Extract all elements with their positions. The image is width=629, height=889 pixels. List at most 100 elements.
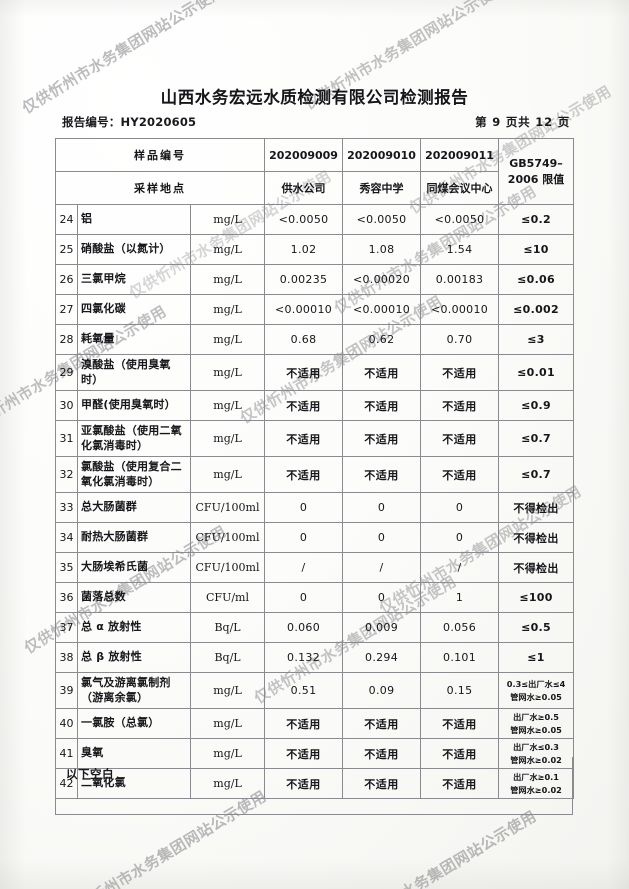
table-row: 29 溴酸盐（使用臭氧时） mg/L 不适用 不适用 不适用 ≤0.01 bbox=[55, 354, 575, 391]
limit-value: ≤0.06 bbox=[498, 264, 575, 295]
limit-value: ≤0.01 bbox=[498, 354, 575, 391]
table-row: 24 铝 mg/L <0.0050 <0.0050 <0.0050 ≤0.2 bbox=[55, 204, 575, 235]
row-index: 31 bbox=[55, 420, 78, 457]
parameter-unit: mg/L bbox=[189, 204, 266, 235]
parameter-unit: CFU/100ml bbox=[189, 552, 266, 583]
value-sample-1: 不适用 bbox=[264, 390, 344, 421]
limit-value: ≤0.2 bbox=[498, 204, 575, 235]
value-sample-2: 1.08 bbox=[342, 234, 422, 265]
parameter-unit: mg/L bbox=[189, 420, 266, 457]
value-sample-2: 不适用 bbox=[342, 456, 422, 493]
value-sample-2: 0.62 bbox=[342, 324, 422, 355]
value-sample-2: 0.294 bbox=[342, 642, 422, 673]
limit-value: 出厂水≤0.3 管网水≥0.02 bbox=[498, 738, 575, 769]
value-sample-3: 0.70 bbox=[420, 324, 500, 355]
value-sample-1: 1.02 bbox=[264, 234, 344, 265]
parameter-unit: mg/L bbox=[189, 354, 266, 391]
limit-value: ≤0.9 bbox=[498, 390, 575, 421]
table-row: 25 硝酸盐（以氮计） mg/L 1.02 1.08 1.54 ≤10 bbox=[55, 234, 575, 265]
row-index: 30 bbox=[55, 390, 78, 421]
report-number: 报告编号：HY2020605 bbox=[62, 115, 197, 129]
value-sample-3: 不适用 bbox=[420, 768, 500, 799]
value-sample-1: 0.00235 bbox=[264, 264, 344, 295]
row-index: 38 bbox=[55, 642, 78, 673]
table-row: 26 三氯甲烷 mg/L 0.00235 <0.00020 0.00183 ≤0.06 bbox=[55, 264, 575, 295]
parameter-unit: mg/L bbox=[189, 234, 266, 265]
limit-standard-header: GB5749– 2006 限值 bbox=[498, 138, 575, 205]
row-index: 28 bbox=[55, 324, 78, 355]
value-sample-2: <0.00010 bbox=[342, 294, 422, 325]
sampling-site-3: 同煤会议中心 bbox=[420, 171, 500, 205]
value-sample-3: 1.54 bbox=[420, 234, 500, 265]
parameter-name: 氯气及游离氯制剂（游离余氯） bbox=[77, 672, 191, 709]
table-row: 33 总大肠菌群 CFU/100ml 0 0 0 不得检出 bbox=[55, 492, 575, 523]
water-quality-table: 样品编号 202009009 202009010 202009011 GB5749– 20… bbox=[54, 138, 575, 799]
value-sample-1: <0.0050 bbox=[264, 204, 344, 235]
value-sample-2: 不适用 bbox=[342, 708, 422, 739]
parameter-name: 三氯甲烷 bbox=[77, 264, 191, 295]
value-sample-2: 0 bbox=[342, 492, 422, 523]
limit-value: 不得检出 bbox=[498, 552, 575, 583]
parameter-name: 铝 bbox=[77, 204, 191, 235]
value-sample-1: 不适用 bbox=[264, 708, 344, 739]
value-sample-1: <0.00010 bbox=[264, 294, 344, 325]
value-sample-1: 0.132 bbox=[264, 642, 344, 673]
row-index: 33 bbox=[55, 492, 78, 523]
sample-number-1: 202009009 bbox=[264, 138, 344, 172]
value-sample-1: 0.51 bbox=[264, 672, 344, 709]
row-index: 40 bbox=[55, 708, 78, 739]
row-index: 25 bbox=[55, 234, 78, 265]
parameter-name: 亚氯酸盐（使用二氧化氯消毒时） bbox=[77, 420, 191, 457]
value-sample-1: 不适用 bbox=[264, 738, 344, 769]
sampling-site-2: 秀容中学 bbox=[342, 171, 422, 205]
value-sample-1: 0 bbox=[264, 582, 344, 613]
row-index: 24 bbox=[55, 204, 78, 235]
parameter-name: 氯酸盐（使用复合二氧化氯消毒时） bbox=[77, 456, 191, 493]
parameter-unit: Bq/L bbox=[189, 642, 266, 673]
value-sample-2: <0.0050 bbox=[342, 204, 422, 235]
value-sample-2: <0.00020 bbox=[342, 264, 422, 295]
parameter-unit: mg/L bbox=[189, 390, 266, 421]
value-sample-1: 不适用 bbox=[264, 354, 344, 391]
value-sample-3: 1 bbox=[420, 582, 500, 613]
table-row: 39 氯气及游离氯制剂（游离余氯） mg/L 0.51 0.09 0.15 0.3≤出厂水≤… bbox=[55, 672, 575, 709]
value-sample-2: 不适用 bbox=[342, 768, 422, 799]
value-sample-1: 不适用 bbox=[264, 420, 344, 457]
value-sample-1: 0.68 bbox=[264, 324, 344, 355]
row-index: 29 bbox=[55, 354, 78, 391]
blank-area-box bbox=[55, 757, 573, 815]
limit-value: ≤0.5 bbox=[498, 612, 575, 643]
limit-value: ≤0.7 bbox=[498, 420, 575, 457]
parameter-name: 甲醛(使用臭氧时） bbox=[77, 390, 191, 421]
limit-value: ≤3 bbox=[498, 324, 575, 355]
value-sample-2: / bbox=[342, 552, 422, 583]
table-row: 37 总 α 放射性 Bq/L 0.060 0.009 0.056 ≤0.5 bbox=[55, 612, 575, 643]
table-row: 28 耗氧量 mg/L 0.68 0.62 0.70 ≤3 bbox=[55, 324, 575, 355]
value-sample-3: / bbox=[420, 552, 500, 583]
value-sample-2: 不适用 bbox=[342, 354, 422, 391]
table-row: 32 氯酸盐（使用复合二氧化氯消毒时） mg/L 不适用 不适用 不适用 ≤0.7 bbox=[55, 456, 575, 493]
value-sample-3: 0 bbox=[420, 492, 500, 523]
value-sample-1: / bbox=[264, 552, 344, 583]
value-sample-2: 0 bbox=[342, 582, 422, 613]
value-sample-3: 0.15 bbox=[420, 672, 500, 709]
parameter-unit: mg/L bbox=[189, 672, 266, 709]
value-sample-2: 不适用 bbox=[342, 420, 422, 457]
value-sample-3: 不适用 bbox=[420, 354, 500, 391]
table-row: 41 臭氧 mg/L 不适用 不适用 不适用 出厂水≤0.3 管网水≥0.02 bbox=[55, 738, 575, 769]
value-sample-1: 0 bbox=[264, 522, 344, 553]
limit-value: ≤1 bbox=[498, 642, 575, 673]
page-number: 第 9 页共 12 页 bbox=[475, 115, 570, 129]
row-index: 26 bbox=[55, 264, 78, 295]
table-row: 27 四氯化碳 mg/L <0.00010 <0.00010 <0.00010 ≤0.002 bbox=[55, 294, 575, 325]
sampling-site-label: 采样地点 bbox=[54, 171, 266, 205]
parameter-name: 耐热大肠菌群 bbox=[77, 522, 191, 553]
value-sample-2: 0.09 bbox=[342, 672, 422, 709]
value-sample-3: 0.101 bbox=[420, 642, 500, 673]
parameter-unit: mg/L bbox=[189, 324, 266, 355]
limit-value: 不得检出 bbox=[498, 492, 575, 523]
parameter-unit: CFU/100ml bbox=[189, 522, 266, 553]
table-row: 34 耐热大肠菌群 CFU/100ml 0 0 0 不得检出 bbox=[55, 522, 575, 553]
parameter-name: 菌落总数 bbox=[77, 582, 191, 613]
